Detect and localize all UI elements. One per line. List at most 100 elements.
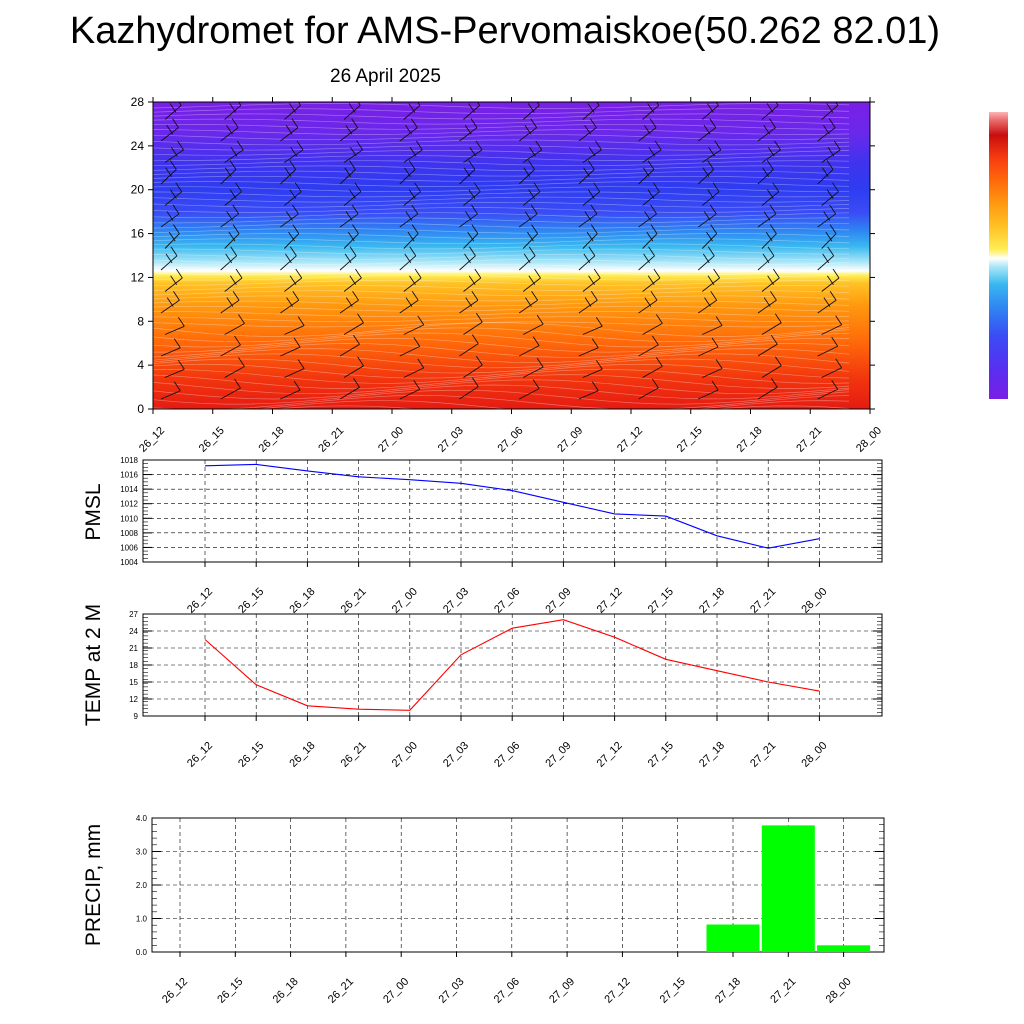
contour-line xyxy=(153,269,850,276)
contour-line xyxy=(153,139,850,146)
x-tick-label: 27_12 xyxy=(595,586,625,616)
wind-barb xyxy=(220,118,239,142)
contour-line xyxy=(153,400,850,409)
contour-line xyxy=(153,311,850,317)
wind-barb xyxy=(821,182,839,206)
wind-barb xyxy=(463,182,481,206)
wind-barb xyxy=(284,224,300,249)
x-tick-label: 27_00 xyxy=(381,976,411,1006)
contour-line xyxy=(153,285,850,291)
y-tick-label: 1.0 xyxy=(136,915,148,924)
contour-line xyxy=(153,222,850,229)
wind-barb xyxy=(578,291,598,314)
wind-barb xyxy=(459,204,478,228)
wind-barb xyxy=(280,380,301,400)
wind-barb xyxy=(160,381,181,400)
contour-line xyxy=(153,300,850,307)
wind-barb xyxy=(821,315,843,335)
wind-barb xyxy=(761,224,777,249)
x-tick-label: 27_18 xyxy=(697,740,727,770)
wind-barb xyxy=(459,118,478,142)
x-tick-label: 26_21 xyxy=(316,425,346,455)
y-tick-label: 27 xyxy=(129,610,138,619)
x-tick-label: 27_00 xyxy=(390,740,420,770)
x-tick-label: 27_12 xyxy=(602,976,632,1006)
wind-barb xyxy=(638,291,658,314)
wind-barb xyxy=(518,246,536,271)
wind-barb xyxy=(817,160,834,185)
contour-line xyxy=(153,358,850,374)
wind-barb xyxy=(761,182,780,206)
wind-barb xyxy=(463,355,483,378)
contour-line xyxy=(153,108,850,115)
x-tick-label: 26_15 xyxy=(215,976,245,1006)
x-tick-label: 27_03 xyxy=(441,740,471,770)
y-tick-label: 12 xyxy=(129,695,138,704)
wind-barb xyxy=(339,160,356,185)
precip-bar xyxy=(706,924,760,952)
contour-line xyxy=(153,374,850,389)
wind-barb xyxy=(817,118,836,142)
wind-barb xyxy=(518,291,538,314)
x-tick-label: 26_18 xyxy=(287,586,317,616)
wind-barb xyxy=(578,246,596,271)
y-tick-label: 8 xyxy=(137,314,144,328)
contour-line xyxy=(153,118,850,125)
contour-line xyxy=(153,305,850,312)
wind-barb xyxy=(403,358,425,378)
contour-line xyxy=(153,337,850,353)
wind-barb xyxy=(343,140,364,163)
wind-barb xyxy=(403,102,421,120)
x-tick-label: 27_21 xyxy=(768,976,798,1006)
wind-barb xyxy=(817,379,839,400)
y-tick-label: 24 xyxy=(129,627,138,636)
wind-barb xyxy=(220,246,238,271)
wind-barb xyxy=(582,359,603,378)
wind-barb xyxy=(702,268,720,292)
x-tick-label: 27_18 xyxy=(713,976,743,1006)
wind-barb xyxy=(698,246,715,271)
wind-barb xyxy=(224,182,242,206)
y-tick-label: 4.0 xyxy=(136,814,148,823)
wind-barb xyxy=(224,224,240,249)
wind-barb xyxy=(343,182,362,206)
precip-bar xyxy=(761,825,815,952)
wind-barb xyxy=(817,291,837,314)
y-tick-label: 24 xyxy=(131,139,145,153)
wind-barb xyxy=(638,160,655,185)
y-tick-label: 1016 xyxy=(120,471,138,480)
wind-barb xyxy=(459,246,476,271)
wind-barb xyxy=(582,182,601,206)
wind-barb xyxy=(642,357,663,378)
wind-barb xyxy=(399,291,419,314)
x-tick-label: 27_09 xyxy=(547,976,577,1006)
x-tick-label: 26_21 xyxy=(339,740,369,770)
y-tick-label: 1014 xyxy=(120,485,138,494)
contour-line xyxy=(153,191,850,198)
x-tick-label: 26_21 xyxy=(326,976,356,1006)
wind-barb xyxy=(582,224,598,249)
y-tick-label: 0.0 xyxy=(136,948,148,957)
wind-barb xyxy=(164,268,183,292)
y-tick-label: 1006 xyxy=(120,543,138,552)
wind-barb xyxy=(280,337,301,357)
contour-line xyxy=(153,295,850,302)
contour-line xyxy=(153,290,850,297)
wind-barb xyxy=(463,312,483,335)
wind-barb xyxy=(160,118,179,142)
wind-barb xyxy=(284,182,302,206)
wind-barb xyxy=(698,291,718,314)
wind-barb xyxy=(518,204,538,228)
wind-barb xyxy=(284,140,304,163)
wind-barb xyxy=(642,224,658,249)
wind-barb xyxy=(761,268,780,292)
wind-barb xyxy=(817,246,835,271)
contour-line xyxy=(153,248,850,255)
wind-barb xyxy=(220,204,240,228)
wind-barb xyxy=(220,291,240,314)
contour-line xyxy=(153,332,850,348)
wind-barb xyxy=(638,246,655,271)
contour-line xyxy=(153,217,849,224)
wind-barb xyxy=(698,380,719,400)
wind-barb xyxy=(224,140,244,163)
